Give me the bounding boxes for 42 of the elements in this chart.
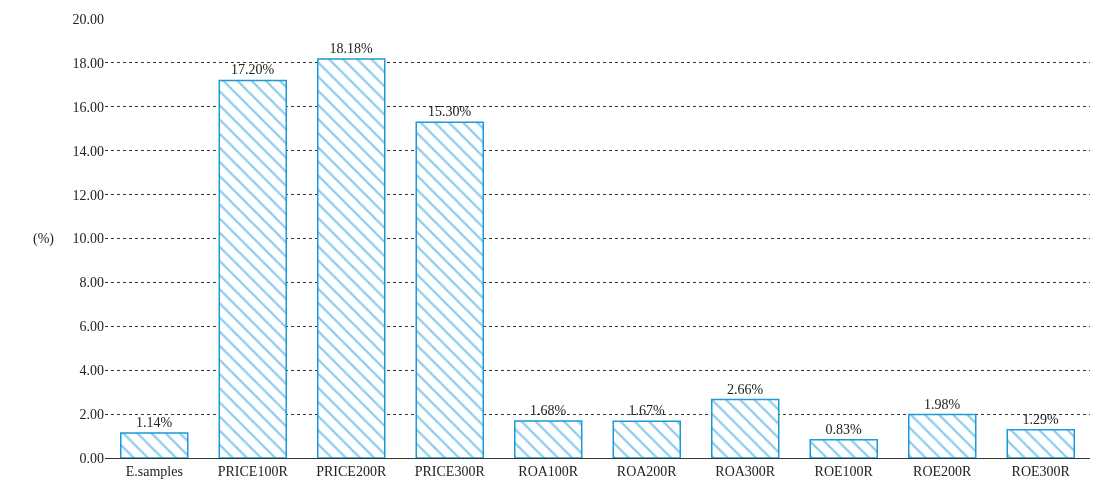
y-tick-label: 14.00	[72, 143, 104, 159]
y-tick-label: 2.00	[79, 407, 104, 422]
data-label: 1.68%	[530, 403, 567, 419]
data-label: 0.83%	[825, 421, 862, 437]
x-tick-label: PRICE200R	[316, 463, 387, 479]
bar	[711, 398, 780, 458]
x-tick-label: ROA300R	[715, 463, 776, 479]
y-tick-label: 6.00	[79, 319, 104, 335]
y-tick-label: 10.00	[72, 231, 104, 247]
bar	[317, 58, 386, 458]
x-tick-label: ROE100R	[814, 463, 874, 479]
bar	[120, 432, 189, 458]
bar	[1006, 428, 1075, 458]
bar	[415, 121, 484, 458]
x-tick-label: E.samples	[125, 463, 183, 479]
data-label: 2.66%	[727, 381, 764, 397]
y-tick-label: 8.00	[79, 275, 104, 291]
y-axis-title: (%)	[33, 231, 55, 247]
y-tick-label: 12.00	[72, 187, 104, 203]
y-tick-label: 0.00	[79, 450, 104, 466]
x-tick-label: ROA100R	[518, 463, 579, 479]
bar	[908, 413, 977, 458]
data-label: 15.30%	[428, 104, 472, 120]
x-tick-label: ROE300R	[1011, 463, 1071, 479]
bar	[612, 420, 681, 458]
x-tick-label: ROE200R	[913, 463, 973, 479]
y-tick-label: 16.00	[72, 99, 104, 115]
data-label: 1.14%	[136, 414, 173, 430]
y-tick-label: 20.00	[72, 11, 104, 27]
x-tick-label: ROA200R	[616, 463, 678, 479]
bar	[809, 439, 878, 458]
x-tick-label: PRICE300R	[414, 463, 486, 479]
y-tick-label: 18.00	[72, 55, 104, 71]
bar	[218, 79, 287, 458]
data-label: 1.98%	[924, 396, 961, 412]
bar	[514, 420, 583, 458]
y-tick-label: 4.00	[79, 363, 104, 379]
data-label: 1.29%	[1022, 411, 1059, 427]
data-label: 1.67%	[628, 403, 665, 419]
data-label: 17.20%	[231, 62, 275, 78]
data-label: 18.18%	[329, 40, 373, 56]
x-tick-label: PRICE100R	[217, 463, 289, 479]
